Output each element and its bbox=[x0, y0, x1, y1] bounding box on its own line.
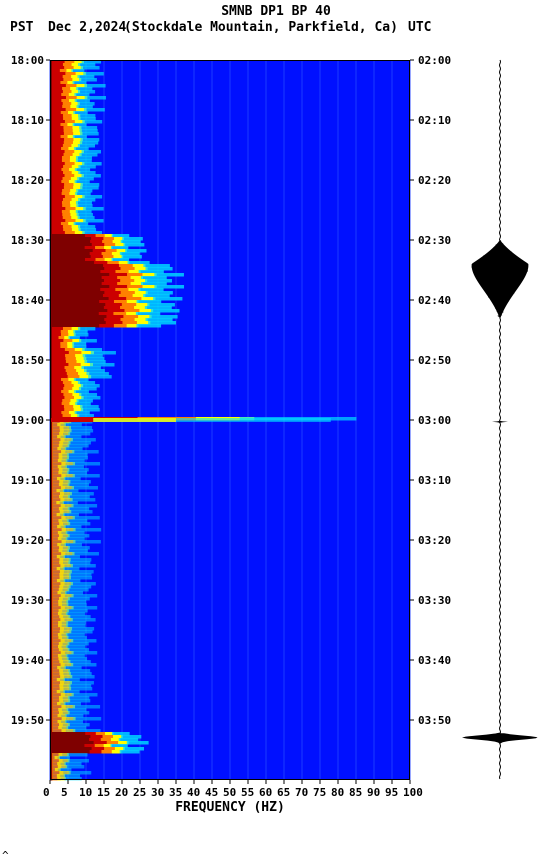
spectrogram-panel bbox=[50, 60, 410, 780]
freq-tick-label: 45 bbox=[205, 786, 218, 799]
utc-tick-label: 02:40 bbox=[418, 294, 451, 307]
freq-tick-label: 85 bbox=[349, 786, 362, 799]
waveform-panel bbox=[460, 60, 540, 780]
footer-mark: ^ bbox=[2, 849, 9, 862]
left-timezone: PST bbox=[10, 20, 33, 35]
pst-tick-label: 19:30 bbox=[11, 594, 44, 607]
pst-tick-label: 19:20 bbox=[11, 534, 44, 547]
pst-tick-label: 19:50 bbox=[11, 714, 44, 727]
date-label: Dec 2,2024 bbox=[48, 20, 126, 35]
freq-tick-label: 10 bbox=[79, 786, 92, 799]
freq-tick-label: 95 bbox=[385, 786, 398, 799]
pst-tick-label: 19:00 bbox=[11, 414, 44, 427]
freq-tick-label: 90 bbox=[367, 786, 380, 799]
utc-tick-label: 03:00 bbox=[418, 414, 451, 427]
freq-tick-label: 70 bbox=[295, 786, 308, 799]
freq-tick-label: 50 bbox=[223, 786, 236, 799]
utc-tick-label: 03:50 bbox=[418, 714, 451, 727]
freq-tick-label: 35 bbox=[169, 786, 182, 799]
freq-tick-label: 65 bbox=[277, 786, 290, 799]
pst-tick-label: 19:10 bbox=[11, 474, 44, 487]
freq-tick-label: 5 bbox=[61, 786, 68, 799]
pst-tick-label: 18:10 bbox=[11, 114, 44, 127]
freq-tick-label: 30 bbox=[151, 786, 164, 799]
pst-tick-label: 18:00 bbox=[11, 54, 44, 67]
pst-tick-label: 19:40 bbox=[11, 654, 44, 667]
freq-tick-label: 60 bbox=[259, 786, 272, 799]
freq-tick-label: 25 bbox=[133, 786, 146, 799]
pst-tick-label: 18:50 bbox=[11, 354, 44, 367]
freq-tick-label: 75 bbox=[313, 786, 326, 799]
frequency-axis-label: FREQUENCY (HZ) bbox=[50, 800, 410, 815]
pst-tick-label: 18:30 bbox=[11, 234, 44, 247]
seismic-spectrogram-plot: { "header": { "title": "SMNB DP1 BP 40",… bbox=[0, 0, 552, 864]
utc-tick-label: 03:20 bbox=[418, 534, 451, 547]
right-timezone: UTC bbox=[408, 20, 431, 35]
freq-tick-label: 0 bbox=[43, 786, 50, 799]
plot-title: SMNB DP1 BP 40 bbox=[0, 4, 552, 19]
freq-tick-label: 15 bbox=[97, 786, 110, 799]
freq-tick-label: 55 bbox=[241, 786, 254, 799]
pst-tick-label: 18:20 bbox=[11, 174, 44, 187]
pst-tick-label: 18:40 bbox=[11, 294, 44, 307]
freq-tick-label: 40 bbox=[187, 786, 200, 799]
utc-tick-label: 02:10 bbox=[418, 114, 451, 127]
utc-tick-label: 03:10 bbox=[418, 474, 451, 487]
utc-tick-label: 02:00 bbox=[418, 54, 451, 67]
freq-tick-label: 20 bbox=[115, 786, 128, 799]
location-label: (Stockdale Mountain, Parkfield, Ca) bbox=[124, 20, 398, 35]
utc-tick-label: 02:30 bbox=[418, 234, 451, 247]
utc-tick-label: 02:50 bbox=[418, 354, 451, 367]
freq-tick-label: 80 bbox=[331, 786, 344, 799]
utc-tick-label: 02:20 bbox=[418, 174, 451, 187]
utc-tick-label: 03:40 bbox=[418, 654, 451, 667]
utc-tick-label: 03:30 bbox=[418, 594, 451, 607]
freq-tick-label: 100 bbox=[403, 786, 423, 799]
